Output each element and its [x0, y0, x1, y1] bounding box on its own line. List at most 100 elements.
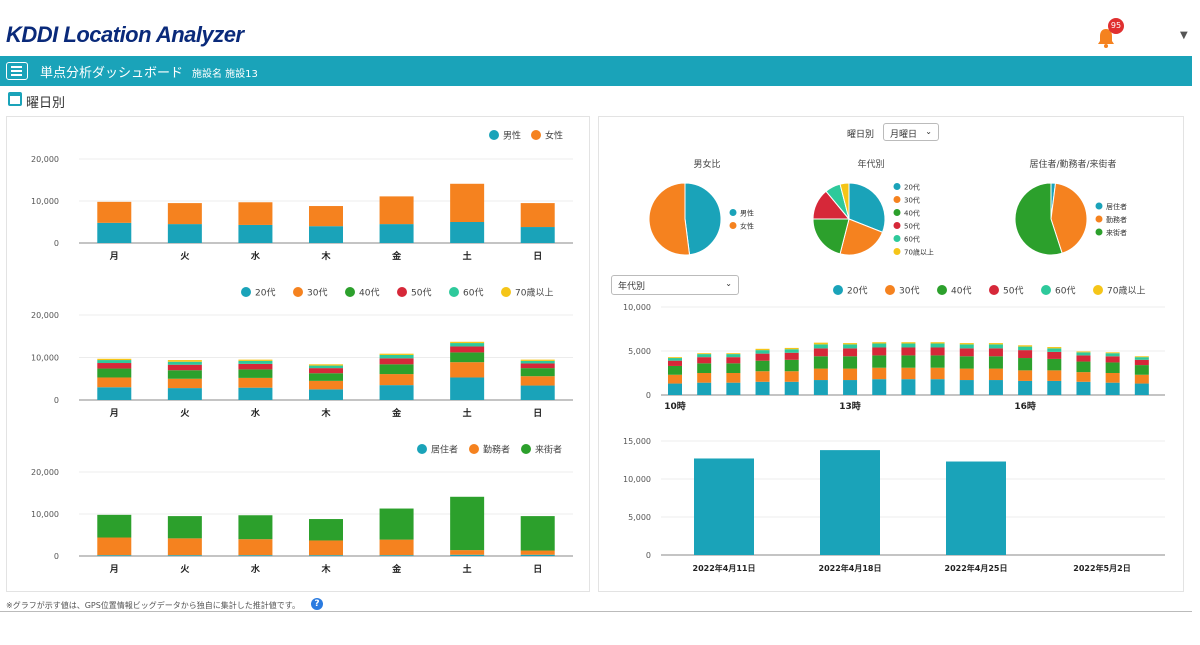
bar-segment	[901, 342, 916, 344]
bar-segment	[843, 380, 858, 395]
x-tick-label: 金	[391, 250, 402, 262]
bar-segment	[379, 354, 414, 359]
legend-label: 20代	[904, 183, 920, 192]
y-tick-label: 0	[646, 391, 651, 400]
age-by-weekday-chart: 70歳以上 60代 50代 40代 30代 20代 20,000 10,000 0 月 火 水 木 金 土 日	[31, 287, 573, 419]
hourly-breakdown-select[interactable]: 年代別 ⌄	[611, 275, 739, 295]
pie-slice	[812, 218, 850, 255]
bar-segment	[520, 376, 555, 386]
bar-segment	[1105, 373, 1120, 383]
bar-segment	[1018, 350, 1033, 359]
bar-segment	[520, 363, 555, 369]
bar-segment	[843, 343, 858, 345]
weekday-select[interactable]: 月曜日 ⌄	[883, 123, 939, 141]
weekday-select-label: 曜日別	[847, 130, 875, 140]
bar-segment	[755, 353, 770, 361]
bar-segment	[1076, 355, 1091, 362]
x-tick-label: 火	[180, 251, 190, 262]
legend-label: 60代	[463, 288, 483, 299]
bar-segment	[872, 355, 887, 368]
x-tick-label: 2022年4月18日	[819, 563, 882, 573]
bar-segment	[450, 496, 485, 551]
bar-segment	[843, 344, 858, 349]
bar-segment	[309, 373, 343, 381]
legend-label: 男性	[740, 209, 754, 218]
bar-segment	[97, 360, 132, 364]
bar-segment	[379, 374, 414, 386]
bar-segment	[1018, 345, 1033, 347]
x-tick-label: 2022年4月25日	[945, 563, 1008, 573]
legend-marker	[345, 287, 355, 297]
legend-marker	[489, 130, 499, 140]
bar-segment	[97, 377, 132, 388]
bar-segment	[309, 226, 343, 243]
y-tick-label: 20,000	[31, 155, 59, 164]
bar-segment	[784, 381, 799, 395]
bar-segment	[450, 222, 485, 243]
bar-segment	[379, 353, 414, 355]
bar-segment	[520, 203, 555, 228]
bar-segment	[450, 554, 485, 556]
bar-segment	[959, 356, 974, 369]
bar-segment	[238, 539, 273, 556]
bar-segment	[668, 365, 682, 375]
bar-segment	[668, 358, 682, 361]
bar-segment	[520, 516, 555, 551]
y-tick-label: 0	[54, 396, 59, 405]
bar-segment	[238, 363, 273, 370]
legend-label: 40代	[951, 286, 971, 297]
bar-segment	[872, 379, 887, 395]
bar-segment	[1105, 353, 1120, 357]
bar-segment	[1076, 351, 1091, 353]
bar-segment	[930, 347, 945, 356]
legend-marker	[893, 248, 901, 255]
bar-segment	[450, 346, 485, 353]
notification-bell-icon[interactable]	[1094, 26, 1118, 50]
legend-marker	[893, 196, 901, 203]
bar-segment	[988, 356, 1003, 369]
bar-segment	[988, 380, 1003, 395]
bar-segment	[1105, 362, 1120, 373]
x-tick-label: 金	[391, 407, 402, 419]
bar-segment	[1018, 380, 1033, 395]
bar-segment	[784, 352, 799, 360]
legend-label: 男性	[503, 130, 521, 142]
bar-segment	[1134, 383, 1149, 395]
app-logo[interactable]: KDDI Location Analyzer	[6, 22, 244, 47]
bar-segment	[520, 385, 555, 400]
legend-marker	[501, 287, 511, 297]
bar-segment	[97, 387, 132, 400]
chevron-down-icon: ⌄	[725, 279, 732, 288]
help-icon[interactable]: ?	[311, 598, 323, 610]
bar-segment	[450, 343, 485, 347]
legend-label: 来街者	[1106, 228, 1127, 237]
bar-segment	[238, 360, 273, 364]
bar-segment	[1047, 358, 1062, 371]
x-tick-label: 木	[320, 250, 331, 262]
legend-label: 20代	[847, 286, 867, 297]
user-menu-chevron-down-icon[interactable]: ▼	[1180, 30, 1188, 41]
y-tick-label: 5,000	[628, 347, 651, 356]
bar-segment	[167, 361, 202, 365]
legend-label: 女性	[545, 130, 563, 142]
x-tick-label: 10時	[664, 400, 686, 412]
x-tick-label: 月	[109, 408, 119, 419]
bar-segment	[450, 362, 485, 378]
legend-marker	[1095, 202, 1103, 210]
hamburger-menu-button[interactable]	[6, 62, 28, 80]
bar-segment	[379, 196, 414, 225]
bar-segment	[668, 383, 682, 395]
bar-segment	[1018, 358, 1033, 371]
legend-marker	[417, 444, 427, 454]
bar-segment	[726, 382, 741, 395]
bar-segment	[520, 360, 555, 364]
y-tick-label: 0	[54, 552, 59, 561]
bar-segment	[379, 508, 414, 540]
bar-segment	[97, 555, 132, 556]
bar-segment	[379, 364, 414, 375]
dashboard-title: 単点分析ダッシュボード	[40, 66, 184, 81]
pie-slice	[648, 182, 691, 256]
bar-segment	[167, 516, 202, 539]
y-tick-label: 10,000	[31, 197, 59, 206]
